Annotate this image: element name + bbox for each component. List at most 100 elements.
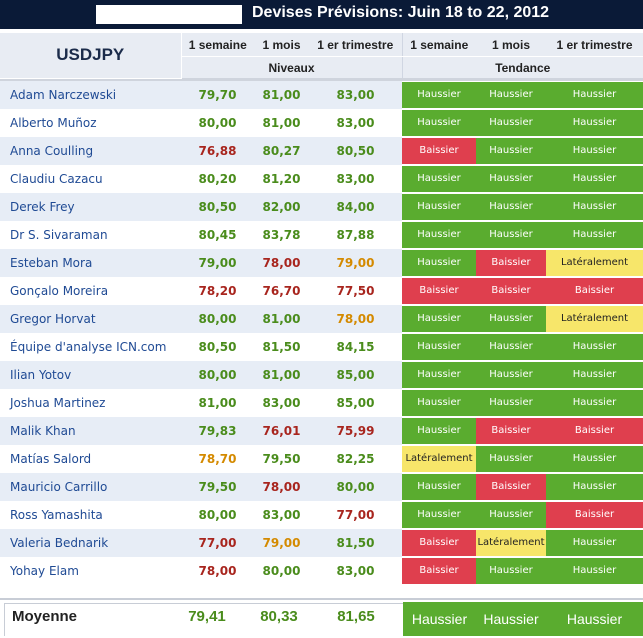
- trend-label: Baissier: [476, 277, 546, 304]
- trend-label: Haussier: [546, 109, 643, 136]
- level-q: 83,00: [309, 164, 402, 193]
- level-q: 83,00: [309, 108, 402, 137]
- forecaster-name: Ross Yamashita: [0, 500, 181, 529]
- trend-cell: Haussier: [402, 305, 476, 333]
- level-m: 78,00: [254, 472, 309, 501]
- average-1w: 79,41: [188, 608, 226, 625]
- trend-cell: Haussier: [476, 193, 546, 221]
- header-levels-1m: 1 mois: [254, 33, 309, 57]
- table-row: Yohay Elam 78,00 80,00 83,00 Baissier Haussie…: [0, 556, 643, 585]
- trend-label: Haussier: [402, 501, 476, 528]
- trend-label: Haussier: [476, 81, 546, 108]
- trend-cell: Haussier: [476, 81, 546, 109]
- level-m: 79,00: [254, 528, 309, 557]
- level-q: 77,50: [309, 276, 402, 305]
- trend-label: Haussier: [476, 305, 546, 332]
- trend-label: Baissier: [546, 277, 643, 304]
- trend-cell: Haussier: [402, 389, 476, 417]
- level-w: 80,00: [181, 304, 254, 333]
- trend-label: Haussier: [546, 361, 643, 388]
- average-trend-1m: Haussier: [476, 602, 546, 636]
- trend-label: Haussier: [402, 389, 476, 416]
- trend-label: Haussier: [402, 109, 476, 136]
- title-placeholder-box: [96, 5, 242, 24]
- trend-cell: Haussier: [476, 557, 546, 585]
- table-row: Esteban Mora 79,00 78,00 79,00 Haussier Baiss…: [0, 248, 643, 277]
- trend-label: Haussier: [546, 557, 643, 584]
- trend-cell: Haussier: [546, 333, 643, 361]
- level-q: 85,00: [309, 360, 402, 389]
- table-row: Mauricio Carrillo 79,50 78,00 80,00 Haussier…: [0, 472, 643, 501]
- level-m: 83,78: [254, 220, 309, 249]
- table-row: Ross Yamashita 80,00 83,00 77,00 Haussier Hau…: [0, 500, 643, 529]
- level-w: 81,00: [181, 388, 254, 417]
- table-row: Anna Coulling 76,88 80,27 80,50 Baissier Haus…: [0, 136, 643, 165]
- trend-label: Haussier: [476, 333, 546, 360]
- trend-cell: Baissier: [402, 557, 476, 585]
- trend-cell: Baissier: [476, 249, 546, 277]
- level-w: 80,00: [181, 108, 254, 137]
- trend-label: Haussier: [476, 445, 546, 472]
- level-m: 81,50: [254, 332, 309, 361]
- level-q: 77,00: [309, 500, 402, 529]
- trend-cell: Baissier: [402, 529, 476, 557]
- trend-group-heading: Tendance: [401, 56, 643, 78]
- average-label: Moyenne: [12, 608, 78, 625]
- level-q: 79,00: [309, 248, 402, 277]
- forecast-rows: Adam Narczewski 79,70 81,00 83,00 Haussier Ha…: [0, 80, 643, 585]
- trend-label: Haussier: [546, 165, 643, 192]
- trend-label: Haussier: [476, 557, 546, 584]
- forecaster-name: Joshua Martinez: [0, 388, 181, 417]
- trend-cell: Haussier: [546, 165, 643, 193]
- trend-cell: Latéralement: [546, 249, 643, 277]
- forecast-table: USDJPY 1 semaine 1 mois 1 er trimestre 1…: [0, 33, 643, 585]
- forecaster-name: Derek Frey: [0, 192, 181, 221]
- level-q: 83,00: [309, 80, 402, 109]
- level-m: 81,00: [254, 360, 309, 389]
- trend-label: Haussier: [546, 137, 643, 164]
- level-w: 78,70: [181, 444, 254, 473]
- trend-label: Haussier: [402, 361, 476, 388]
- level-m: 78,00: [254, 248, 309, 277]
- trend-cell: Haussier: [546, 109, 643, 137]
- trend-cell: Baissier: [476, 277, 546, 305]
- trend-cell: Haussier: [476, 109, 546, 137]
- forecaster-name: Gregor Horvat: [0, 304, 181, 333]
- forecaster-name: Matías Salord: [0, 444, 181, 473]
- level-q: 81,50: [309, 528, 402, 557]
- level-w: 80,45: [181, 220, 254, 249]
- trend-label: Haussier: [546, 473, 643, 500]
- level-w: 80,00: [181, 500, 254, 529]
- level-m: 80,27: [254, 136, 309, 165]
- level-w: 80,00: [181, 360, 254, 389]
- table-row: Matías Salord 78,70 79,50 82,25 Latéralement…: [0, 444, 643, 473]
- level-q: 80,00: [309, 472, 402, 501]
- trend-cell: Haussier: [402, 165, 476, 193]
- trend-label: Haussier: [546, 389, 643, 416]
- trend-cell: Baissier: [476, 417, 546, 445]
- table-row: Ilian Yotov 80,00 81,00 85,00 Haussier Haussi…: [0, 360, 643, 389]
- level-w: 79,70: [181, 80, 254, 109]
- trend-label: Haussier: [546, 333, 643, 360]
- table-row: Adam Narczewski 79,70 81,00 83,00 Haussier Ha…: [0, 80, 643, 109]
- levels-group-heading: Niveaux: [180, 56, 402, 78]
- header-divider: [0, 78, 643, 81]
- level-w: 80,50: [181, 332, 254, 361]
- trend-cell: Baissier: [546, 277, 643, 305]
- trend-cell: Haussier: [546, 137, 643, 165]
- level-q: 85,00: [309, 388, 402, 417]
- level-q: 84,15: [309, 332, 402, 361]
- trend-cell: Haussier: [402, 361, 476, 389]
- level-q: 80,50: [309, 136, 402, 165]
- forecaster-name: Adam Narczewski: [0, 80, 181, 109]
- level-m: 81,00: [254, 80, 309, 109]
- level-q: 82,25: [309, 444, 402, 473]
- level-m: 76,70: [254, 276, 309, 305]
- trend-cell: Latéralement: [476, 529, 546, 557]
- trend-label: Haussier: [476, 361, 546, 388]
- trend-label: Baissier: [402, 529, 476, 556]
- trend-label: Baissier: [402, 277, 476, 304]
- forecaster-name: Claudiu Cazacu: [0, 164, 181, 193]
- trend-cell: Haussier: [402, 81, 476, 109]
- trend-label: Latéralement: [476, 529, 546, 556]
